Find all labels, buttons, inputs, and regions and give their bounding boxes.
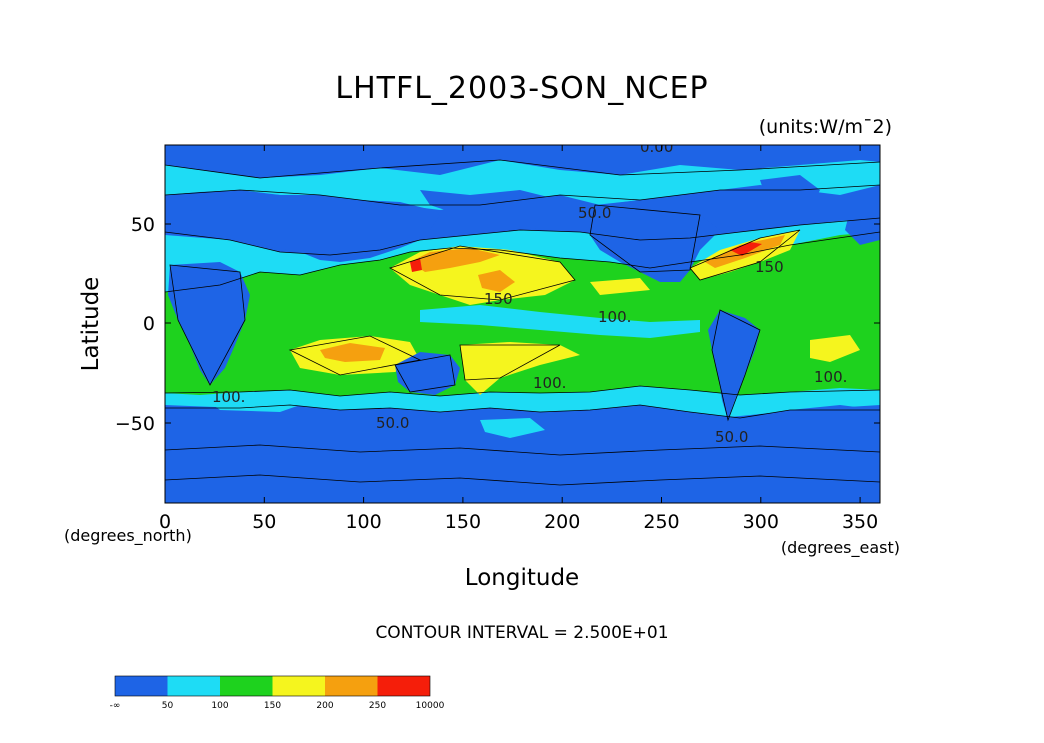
x-tick-label: 200: [544, 511, 580, 533]
colorbar-swatch: [325, 676, 378, 696]
band-red-atlantic: [730, 242, 762, 256]
x-tick-label: 300: [743, 511, 779, 533]
y-tick-label: 0: [143, 313, 155, 335]
land-australia: [395, 352, 460, 395]
y-tick-labels: 50 0 −50: [115, 214, 155, 435]
colorbar-swatch: [377, 676, 430, 696]
contour-lines: [165, 159, 880, 486]
contour-label-group: 0.00 50.0 50.0 150 150 100. 100. 100. 10…: [212, 138, 847, 446]
land-africa: [168, 262, 250, 385]
y-tick-label: 50: [131, 214, 155, 236]
band-equator-cyan: [420, 305, 700, 338]
colorbar-swatch: [220, 676, 273, 696]
colorbar-label: 250: [369, 701, 386, 711]
colorbar-label: 200: [316, 701, 333, 711]
band-orange-pacific2: [478, 270, 515, 292]
colorbar-label: 100: [211, 701, 228, 711]
colorbar-swatch: [167, 676, 220, 696]
chart-title: LHTFL_2003-SON_NCEP: [335, 71, 708, 106]
contour-label: 0.00: [640, 138, 673, 156]
y-tick-label: −50: [115, 413, 155, 435]
contour-label: 150: [755, 258, 784, 276]
colorbar: -∞ 50 100 150 200 250 10000: [110, 675, 445, 711]
land-south-america: [708, 310, 760, 420]
band-yellow-spacific: [460, 342, 580, 395]
contour-label: 50.0: [376, 414, 409, 432]
colorbar-swatch: [115, 676, 168, 696]
x-tick-labels: 0 50 100 150 200 250 300 350: [159, 511, 878, 533]
contour-label: 50.0: [715, 428, 748, 446]
x-tick-label: 0: [159, 511, 171, 533]
contour-label: 100.: [814, 368, 847, 386]
band-orange-pacific: [410, 248, 500, 272]
x-axis: [164, 145, 861, 503]
contour-label: 150: [484, 290, 513, 308]
contour-label: 100.: [212, 388, 245, 406]
land-north-america: [590, 200, 720, 282]
colorbar-label: 50: [162, 701, 174, 711]
units-label: (units:W/m¯2): [759, 116, 892, 138]
colorbar-label: 10000: [416, 701, 445, 711]
x-tick-label: 350: [842, 511, 878, 533]
x-axis-label: Longitude: [465, 565, 579, 591]
y-axis: [165, 223, 880, 424]
y-axis-label: Latitude: [78, 277, 104, 372]
plot-area: 0.00 50.0 50.0 150 150 100. 100. 100. 10…: [165, 138, 880, 503]
plot-frame: [164, 144, 881, 504]
land-europe: [845, 205, 880, 245]
band-red-pacific: [410, 258, 422, 272]
band-orange-indian: [320, 343, 385, 362]
x-tick-label: 150: [445, 511, 481, 533]
x-tick-label: 50: [252, 511, 276, 533]
contour-interval-text: CONTOUR INTERVAL = 2.500E+01: [375, 623, 668, 643]
land-greenland: [760, 175, 820, 220]
y-unit-label: (degrees_north): [64, 526, 192, 546]
contour-label: 100.: [598, 308, 631, 326]
colorbar-label: -∞: [110, 701, 121, 711]
band-yellow-satlantic: [810, 335, 860, 362]
x-tick-label: 250: [643, 511, 679, 533]
x-tick-label: 100: [345, 511, 381, 533]
band-southern-cyan-patch2: [480, 418, 545, 438]
colorbar-frame: [114, 675, 431, 697]
x-unit-label: (degrees_east): [781, 538, 900, 558]
band-yellow-atlantic2: [590, 278, 650, 295]
land-eurasia: [165, 205, 440, 262]
contour-label: 50.0: [578, 204, 611, 222]
contour-label: 100.: [533, 374, 566, 392]
colorbar-swatch: [272, 676, 325, 696]
colorbar-label: 150: [264, 701, 281, 711]
band-arctic-cyan: [165, 160, 880, 210]
